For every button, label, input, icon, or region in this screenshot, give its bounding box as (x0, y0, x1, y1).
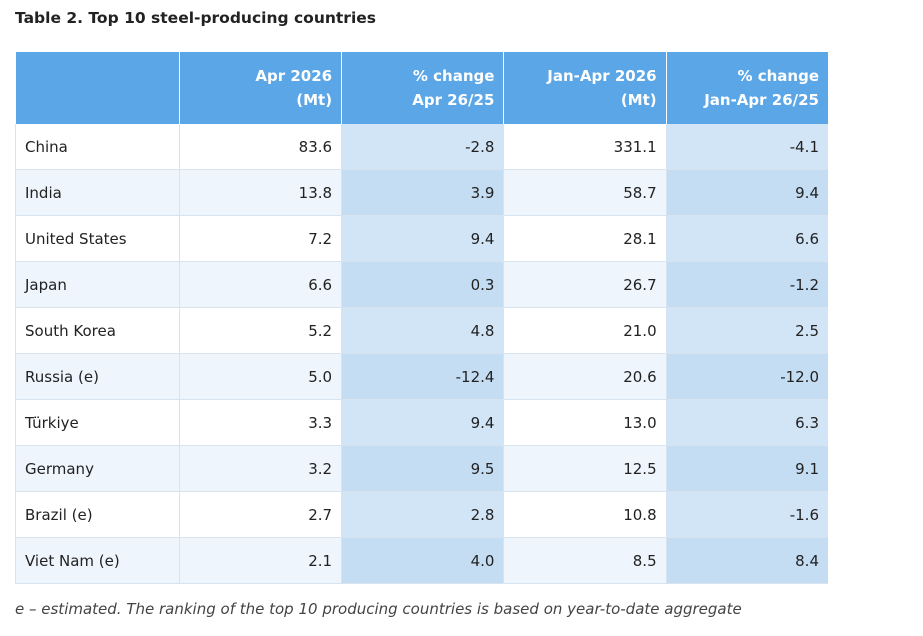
value-cell: 3.3 (178, 399, 342, 446)
table-title: Table 2. Top 10 steel-producing countrie… (15, 9, 377, 27)
value-cell: -4.1 (665, 124, 828, 170)
value-cell: 7.2 (178, 215, 342, 262)
value-cell: 21.0 (503, 307, 667, 354)
header-line: % change (412, 67, 495, 85)
value-cell: 9.4 (341, 215, 504, 262)
value-cell: 26.7 (503, 261, 667, 308)
value-cell: 5.2 (178, 307, 342, 354)
value-cell: 5.0 (178, 353, 342, 400)
value-cell: -2.8 (341, 124, 504, 170)
value-cell: -12.4 (341, 353, 504, 400)
header-line: Jan-Apr 2026 (547, 67, 657, 85)
table-row: Brazil (e) 2.7 2.8 10.8 -1.6 (15, 491, 828, 538)
header-line: (Mt) (620, 91, 657, 109)
value-cell: 3.9 (341, 169, 504, 216)
table-body: China 83.6 -2.8 331.1 -4.1 India 13.8 3.9 58.7 9.… (15, 124, 828, 584)
country-cell: South Korea (15, 307, 180, 354)
header-line: Apr 2026 (255, 67, 333, 85)
value-cell: 9.5 (341, 445, 504, 492)
country-cell: Brazil (e) (15, 491, 180, 538)
value-cell: 4.8 (341, 307, 504, 354)
value-cell: 2.7 (178, 491, 342, 538)
value-cell: 4.0 (341, 537, 504, 584)
value-cell: 2.5 (665, 307, 828, 354)
header-cell (15, 52, 180, 124)
value-cell: 6.6 (665, 215, 828, 262)
value-cell: 2.8 (341, 491, 504, 538)
value-cell: -1.6 (665, 491, 828, 538)
header-cell: % change Apr 26/25 (341, 52, 504, 124)
table-row: United States 7.2 9.4 28.1 6.6 (15, 215, 828, 262)
value-cell: 9.4 (665, 169, 828, 216)
footnote: e – estimated. The ranking of the top 10… (15, 600, 742, 618)
value-cell: 331.1 (503, 124, 667, 170)
table-row: Russia (e) 5.0 -12.4 20.6 -12.0 (15, 353, 828, 400)
table-row: South Korea 5.2 4.8 21.0 2.5 (15, 307, 828, 354)
value-cell: 13.0 (503, 399, 667, 446)
table-row: Viet Nam (e) 2.1 4.0 8.5 8.4 (15, 537, 828, 584)
value-cell: 9.4 (341, 399, 504, 446)
table-row: Türkiye 3.3 9.4 13.0 6.3 (15, 399, 828, 446)
table-row: India 13.8 3.9 58.7 9.4 (15, 169, 828, 216)
country-cell: India (15, 169, 180, 216)
header-cell: Apr 2026 (Mt) (178, 52, 342, 124)
table-row: Japan 6.6 0.3 26.7 -1.2 (15, 261, 828, 308)
country-cell: Türkiye (15, 399, 180, 446)
value-cell: 58.7 (503, 169, 667, 216)
header-line: (Mt) (296, 91, 333, 109)
header-cell: % change Jan-Apr 26/25 (665, 52, 828, 124)
value-cell: 9.1 (665, 445, 828, 492)
table-row: Germany 3.2 9.5 12.5 9.1 (15, 445, 828, 492)
data-table: Apr 2026 (Mt) % change Apr 26/25 Jan-Apr 202… (15, 52, 828, 584)
country-cell: United States (15, 215, 180, 262)
value-cell: 12.5 (503, 445, 667, 492)
header-cell: Jan-Apr 2026 (Mt) (503, 52, 667, 124)
value-cell: 2.1 (178, 537, 342, 584)
country-cell: Russia (e) (15, 353, 180, 400)
value-cell: 6.3 (665, 399, 828, 446)
value-cell: 10.8 (503, 491, 667, 538)
value-cell: 0.3 (341, 261, 504, 308)
country-cell: Germany (15, 445, 180, 492)
value-cell: 28.1 (503, 215, 667, 262)
value-cell: -1.2 (665, 261, 828, 308)
header-line: % change (737, 67, 819, 85)
country-cell: Japan (15, 261, 180, 308)
header-line: Apr 26/25 (412, 91, 495, 109)
value-cell: -12.0 (665, 353, 828, 400)
value-cell: 3.2 (178, 445, 342, 492)
country-cell: China (15, 124, 180, 170)
header-row: Apr 2026 (Mt) % change Apr 26/25 Jan-Apr 202… (15, 52, 828, 124)
value-cell: 8.5 (503, 537, 667, 584)
value-cell: 6.6 (178, 261, 342, 308)
value-cell: 13.8 (178, 169, 342, 216)
table-row: China 83.6 -2.8 331.1 -4.1 (15, 124, 828, 170)
header-line: Jan-Apr 26/25 (704, 91, 819, 109)
value-cell: 20.6 (503, 353, 667, 400)
value-cell: 8.4 (665, 537, 828, 584)
value-cell: 83.6 (178, 124, 342, 170)
country-cell: Viet Nam (e) (15, 537, 180, 584)
